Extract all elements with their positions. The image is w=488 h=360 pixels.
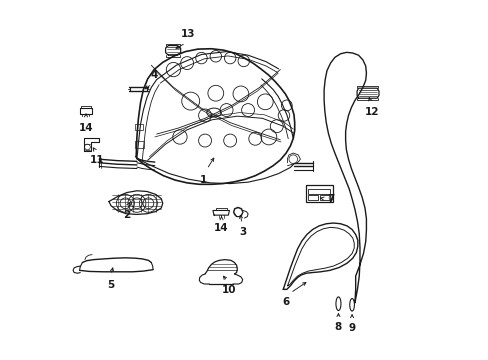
- Text: 11: 11: [90, 155, 104, 165]
- Text: 3: 3: [239, 227, 246, 237]
- Text: 5: 5: [106, 280, 114, 290]
- Text: 6: 6: [282, 297, 289, 307]
- Text: 10: 10: [222, 285, 236, 295]
- Text: 13: 13: [180, 30, 195, 40]
- Bar: [319, 195, 329, 201]
- Text: 7: 7: [326, 194, 334, 204]
- Text: 9: 9: [348, 323, 355, 333]
- Text: 1: 1: [199, 175, 206, 185]
- Text: 8: 8: [334, 321, 342, 332]
- Bar: [308, 189, 329, 194]
- Text: 2: 2: [123, 211, 130, 220]
- Text: 14: 14: [214, 223, 228, 233]
- Bar: [135, 141, 144, 148]
- Text: 12: 12: [364, 107, 379, 117]
- Bar: [305, 185, 332, 202]
- Bar: [308, 195, 318, 201]
- Text: 14: 14: [79, 123, 93, 132]
- Text: 4: 4: [150, 70, 158, 80]
- Bar: [135, 125, 142, 130]
